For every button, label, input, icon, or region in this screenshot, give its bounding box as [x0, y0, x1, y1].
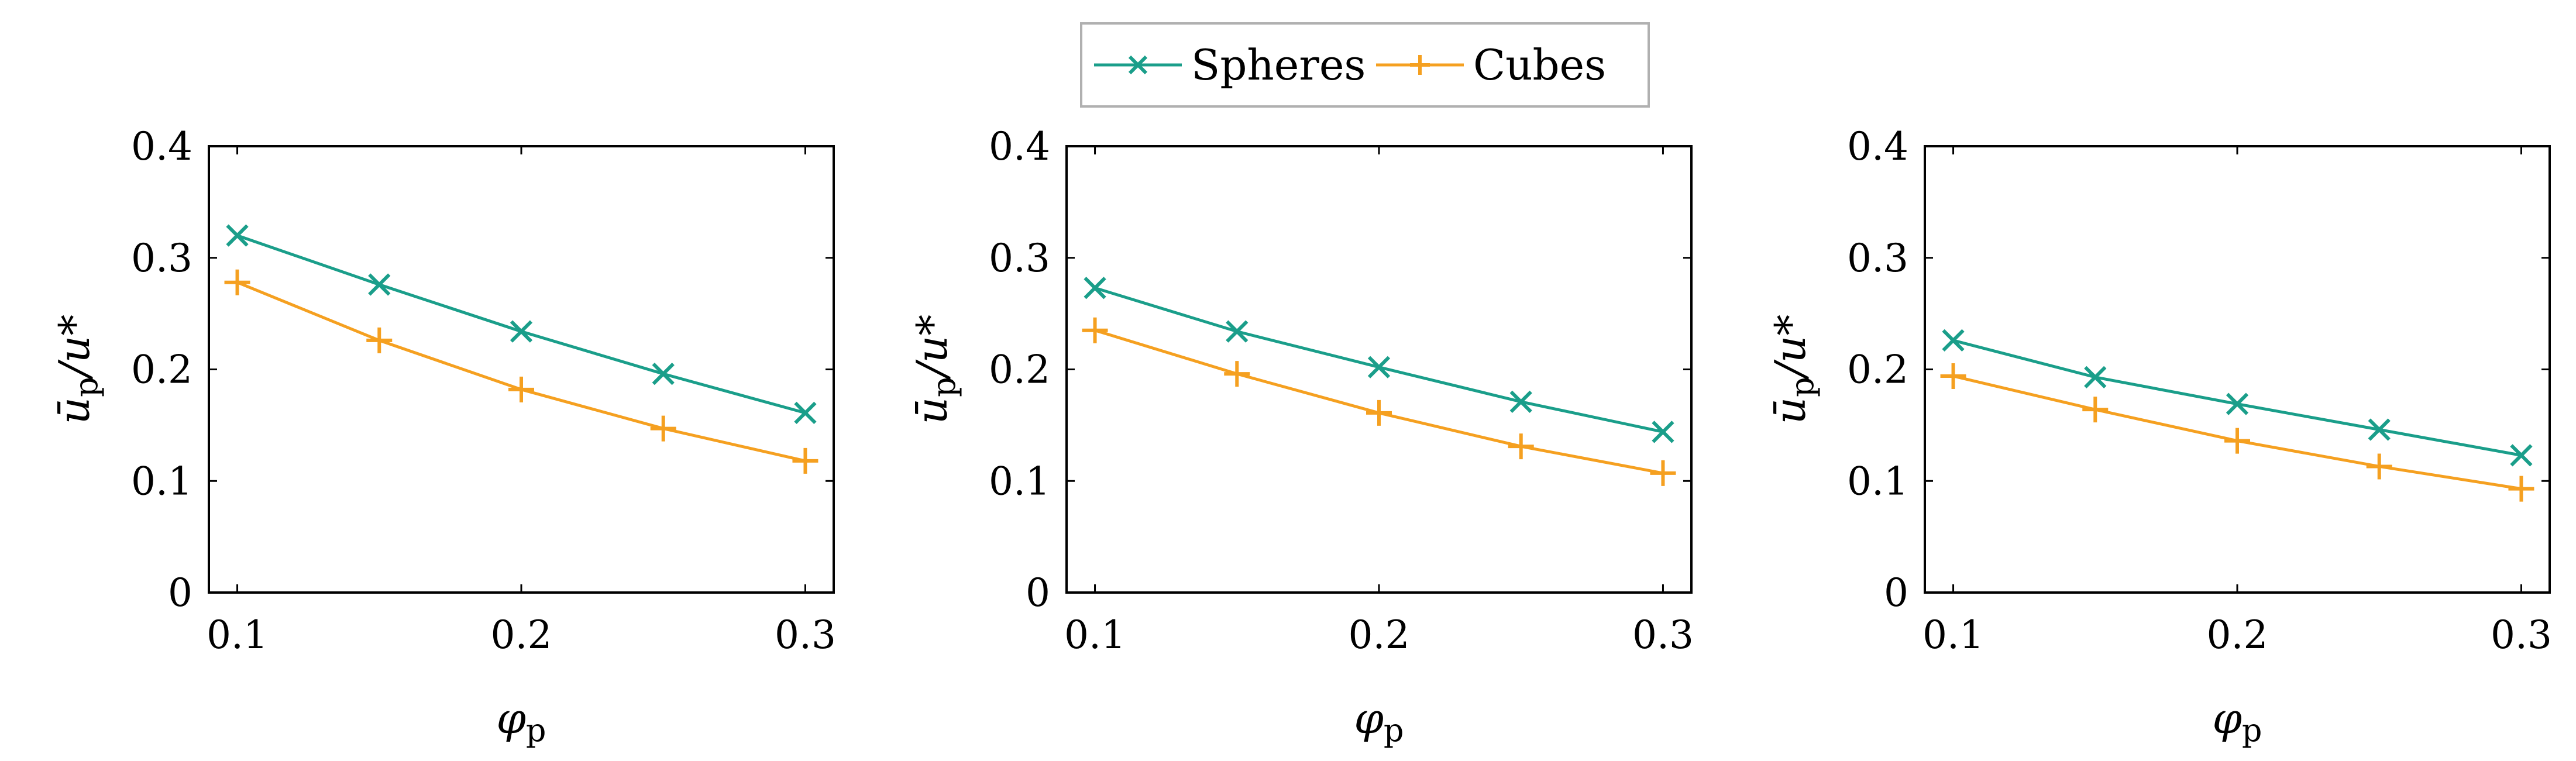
x-tick-label: 0.1: [207, 612, 268, 657]
y-axis-label: ūp/u*: [50, 315, 105, 425]
data-point-cubes: [2508, 476, 2534, 502]
data-point-cubes: [1224, 361, 1250, 387]
x-tick-label: 0.2: [1349, 612, 1410, 657]
y-tick-label: 0: [1884, 570, 1908, 615]
y-tick-label: 0.4: [1847, 124, 1908, 169]
chart-panel-3: 0 0.1 0.2 0.3 0.4 0.1 0.2 0.3 φp ūp/u*: [1766, 124, 2552, 749]
x-axis-label: φp: [497, 694, 546, 749]
data-point-spheres: [794, 401, 817, 425]
y-tick-label: 0.2: [989, 347, 1050, 392]
y-axis-label: ūp/u*: [1766, 315, 1821, 425]
data-point-cubes: [366, 327, 393, 353]
data-point-cubes: [1650, 460, 1676, 486]
x-tick-label: 0.3: [2491, 612, 2552, 657]
chart-panel-2: 0 0.1 0.2 0.3 0.4 0.1 0.2 0.3 φp ūp/u*: [907, 124, 1694, 749]
data-point-cubes: [792, 447, 818, 474]
y-tick-label: 0.1: [1847, 459, 1908, 504]
legend-entry-spheres: Spheres: [1094, 40, 1366, 89]
data-point-cubes: [1940, 363, 1966, 389]
data-point-spheres: [1226, 320, 1249, 343]
data-point-spheres: [652, 363, 675, 385]
data-point-spheres: [2368, 418, 2391, 441]
data-point-cubes: [2366, 453, 2392, 480]
y-tick-label: 0.3: [1847, 236, 1908, 281]
x-tick-label: 0.1: [1064, 612, 1126, 657]
x-tick-label: 0.2: [491, 612, 552, 657]
legend: Spheres Cubes: [1080, 22, 1650, 108]
data-point-spheres: [1652, 421, 1674, 443]
x-axis-label: φp: [1354, 694, 1404, 749]
legend-entry-cubes: Cubes: [1376, 40, 1606, 89]
legend-label-spheres: Spheres: [1191, 40, 1366, 89]
data-point-spheres: [2510, 444, 2533, 467]
data-point-spheres: [2084, 366, 2107, 388]
data-point-spheres: [1509, 390, 1532, 413]
plus-mark-icon: [1410, 55, 1430, 75]
plot-frame: [208, 145, 835, 594]
data-point-cubes: [650, 415, 676, 442]
y-tick-label: 0: [168, 570, 192, 615]
data-point-cubes: [1082, 317, 1108, 343]
chart-panel-1: 0 0.1 0.2 0.3 0.4 0.1 0.2 0.3 φp ūp/u*: [50, 124, 836, 749]
plot-frame: [1924, 145, 2551, 594]
data-point-cubes: [508, 376, 534, 402]
x-tick-label: 0.1: [1922, 612, 1984, 657]
data-point-cubes: [2224, 428, 2250, 454]
y-tick-label: 0.3: [131, 236, 192, 281]
y-tick-label: 0.2: [1847, 347, 1908, 392]
legend-label-cubes: Cubes: [1473, 40, 1606, 89]
data-point-spheres: [510, 320, 533, 343]
data-point-spheres: [1942, 329, 1965, 352]
y-tick-label: 0.4: [989, 124, 1050, 169]
data-point-cubes: [224, 269, 250, 295]
y-tick-label: 0.1: [989, 459, 1050, 504]
y-tick-label: 0: [1026, 570, 1050, 615]
data-point-cubes: [2082, 397, 2109, 423]
x-tick-label: 0.3: [775, 612, 836, 657]
data-point-spheres: [1084, 277, 1106, 299]
data-point-spheres: [1367, 356, 1391, 378]
series-line-cubes: [236, 281, 806, 463]
x-axis-label: φp: [2213, 694, 2262, 749]
y-tick-label: 0.2: [131, 347, 192, 392]
data-point-spheres: [2226, 392, 2249, 415]
y-tick-label: 0.3: [989, 236, 1050, 281]
y-tick-label: 0.1: [131, 459, 192, 504]
x-tick-label: 0.3: [1632, 612, 1694, 657]
y-axis-label: ūp/u*: [907, 315, 962, 425]
data-point-spheres: [368, 273, 391, 296]
data-point-cubes: [1508, 433, 1534, 460]
y-tick-label: 0.4: [131, 124, 192, 169]
data-point-spheres: [226, 224, 249, 247]
x-mark-icon: [1128, 55, 1148, 75]
data-point-cubes: [1366, 400, 1392, 426]
x-tick-label: 0.2: [2207, 612, 2268, 657]
